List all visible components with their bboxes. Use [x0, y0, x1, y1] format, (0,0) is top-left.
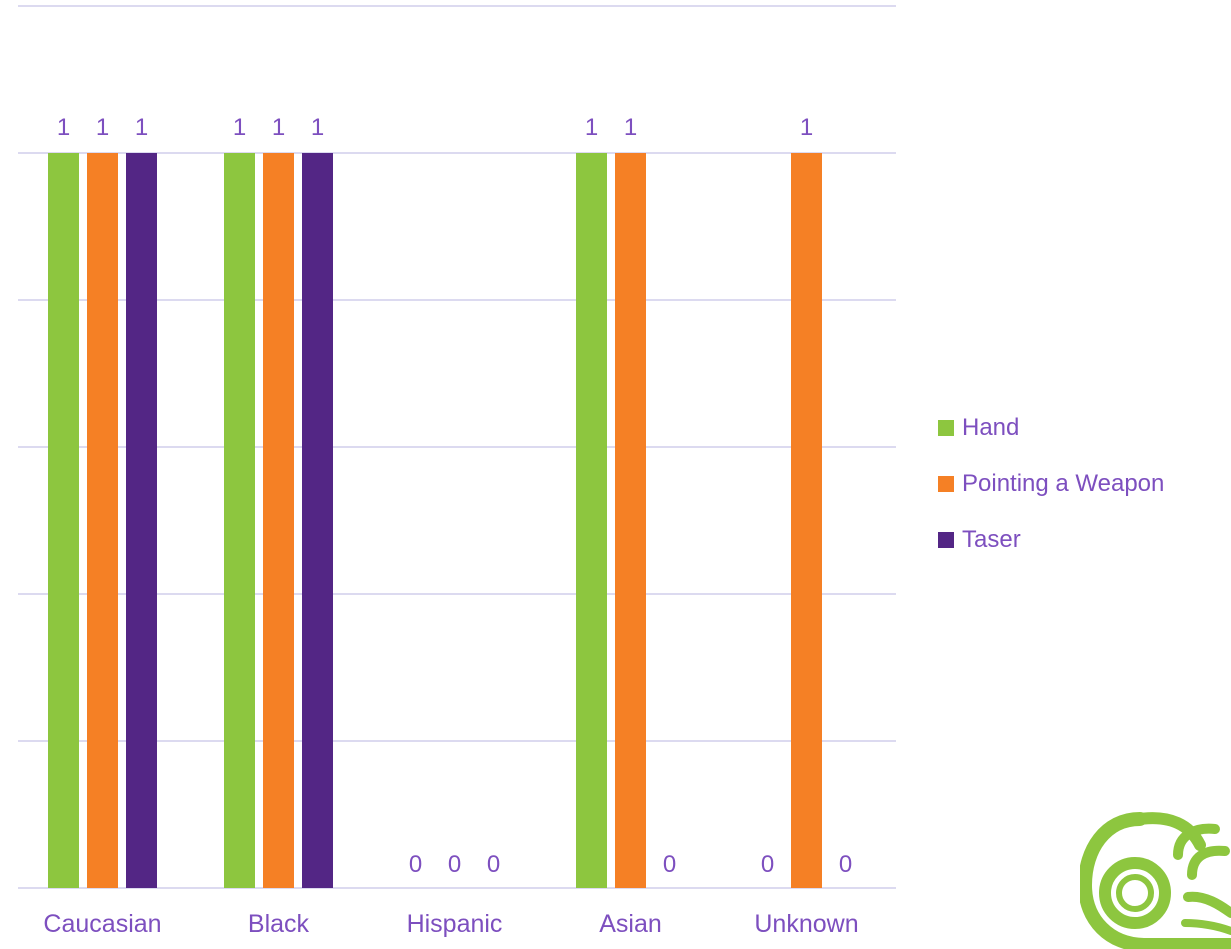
- bar-pointing-a-weapon: [791, 153, 822, 888]
- data-label: 1: [233, 114, 246, 141]
- bar-taser: [302, 153, 333, 888]
- category-label: Caucasian: [43, 910, 161, 938]
- data-label: 1: [311, 114, 324, 141]
- legend-item: Hand: [938, 400, 1164, 456]
- category-label: Unknown: [754, 910, 858, 938]
- data-label: 0: [663, 851, 676, 878]
- category-label: Hispanic: [407, 910, 503, 938]
- bar-taser: [126, 153, 157, 888]
- data-label: 0: [487, 851, 500, 878]
- bars: [48, 153, 822, 888]
- data-label: 1: [96, 114, 109, 141]
- legend-swatch: [938, 476, 954, 492]
- legend-item: Pointing a Weapon: [938, 456, 1164, 512]
- legend-label: Hand: [962, 414, 1020, 441]
- legend-label: Pointing a Weapon: [962, 470, 1165, 497]
- category-labels: Caucasian Black Hispanic Asian Unknown: [43, 910, 858, 938]
- category-label: Asian: [599, 910, 662, 938]
- category-label: Black: [248, 910, 310, 938]
- logo-icon: [1080, 812, 1231, 949]
- data-label: 0: [448, 851, 461, 878]
- value-labels: 1 1 1 1 1 10 0 01 10 010: [57, 114, 852, 878]
- data-label: 1: [272, 114, 285, 141]
- data-label: 1: [800, 114, 813, 141]
- legend-swatch: [938, 420, 954, 436]
- bar-hand: [224, 153, 255, 888]
- data-label: 1: [585, 114, 598, 141]
- legend-label: Taser: [962, 526, 1021, 553]
- data-label: 1: [135, 114, 148, 141]
- bar-chart: 1 1 1 1 1 10 0 01 10 010 Caucasian Black Hispanic As…: [18, 5, 896, 938]
- bar-hand: [48, 153, 79, 888]
- bar-pointing-a-weapon: [87, 153, 118, 888]
- data-label: 0: [839, 851, 852, 878]
- data-label: 1: [57, 114, 70, 141]
- gridlines: [18, 5, 896, 889]
- data-label: 0: [761, 851, 774, 878]
- legend-swatch: [938, 532, 954, 548]
- bar-pointing-a-weapon: [615, 153, 646, 888]
- data-label: 1: [624, 114, 637, 141]
- legend: Hand Pointing a Weapon Taser: [938, 400, 1164, 568]
- bar-pointing-a-weapon: [263, 153, 294, 888]
- legend-item: Taser: [938, 512, 1164, 568]
- data-label: 0: [409, 851, 422, 878]
- bar-hand: [576, 153, 607, 888]
